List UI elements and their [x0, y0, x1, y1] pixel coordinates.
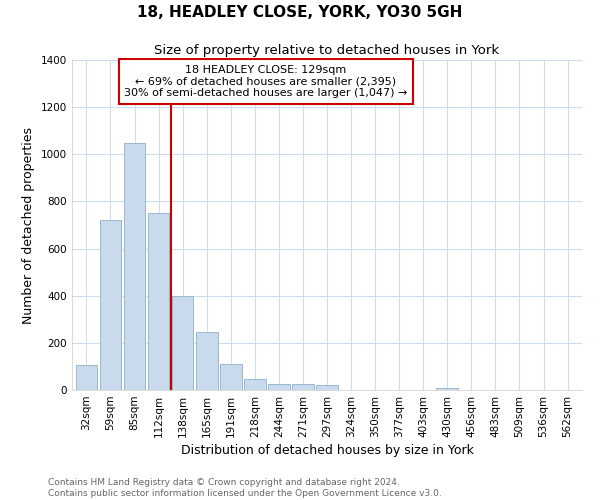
Bar — [196, 332, 218, 390]
Bar — [436, 388, 458, 390]
Bar — [268, 384, 290, 390]
Text: 18, HEADLEY CLOSE, YORK, YO30 5GH: 18, HEADLEY CLOSE, YORK, YO30 5GH — [137, 5, 463, 20]
Text: 18 HEADLEY CLOSE: 129sqm
← 69% of detached houses are smaller (2,395)
30% of sem: 18 HEADLEY CLOSE: 129sqm ← 69% of detach… — [124, 65, 407, 98]
Bar — [316, 385, 338, 390]
Bar — [124, 142, 145, 390]
Bar — [292, 384, 314, 390]
Bar — [76, 365, 97, 390]
Bar — [244, 379, 266, 390]
Title: Size of property relative to detached houses in York: Size of property relative to detached ho… — [154, 44, 500, 58]
Bar — [100, 220, 121, 390]
Bar — [220, 364, 242, 390]
Bar — [148, 213, 169, 390]
Text: Contains HM Land Registry data © Crown copyright and database right 2024.
Contai: Contains HM Land Registry data © Crown c… — [48, 478, 442, 498]
Bar — [172, 296, 193, 390]
X-axis label: Distribution of detached houses by size in York: Distribution of detached houses by size … — [181, 444, 473, 457]
Y-axis label: Number of detached properties: Number of detached properties — [22, 126, 35, 324]
